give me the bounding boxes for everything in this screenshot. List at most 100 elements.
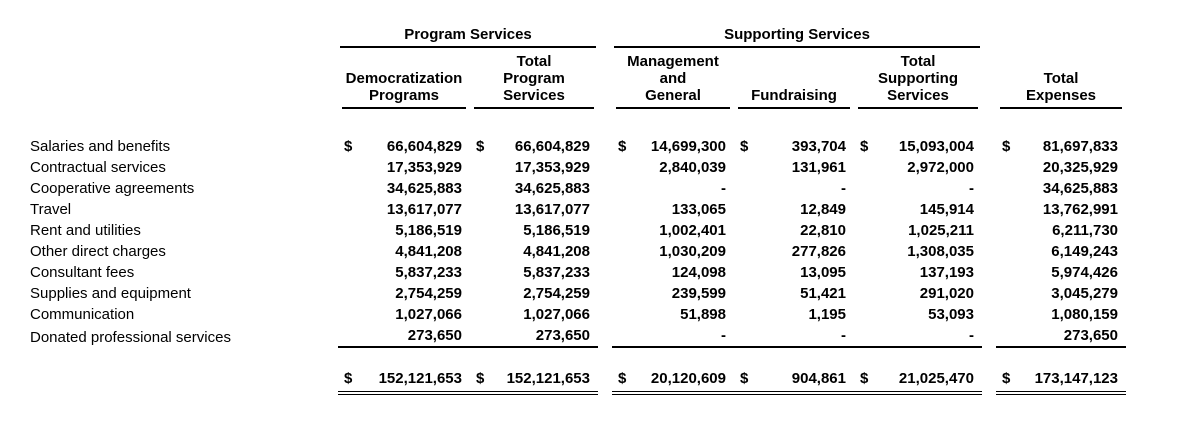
dollar-sign: $ <box>740 138 749 155</box>
cell-value: 66,604,829 <box>514 138 590 155</box>
amount-cell: 34,625,883 <box>338 178 470 199</box>
amount-cell: 239,599 <box>612 283 734 304</box>
row-label <box>30 368 338 395</box>
table-row: Travel 13,617,077 13,617,077 133,065 12,849 1… <box>30 199 1126 220</box>
column-gap <box>982 48 996 109</box>
cell-value: 4,841,208 <box>523 243 590 260</box>
cell-value: 4,841,208 <box>395 243 462 260</box>
table-row: Other direct charges 4,841,208 4,841,208 1,… <box>30 241 1126 262</box>
amount-cell: $152,121,653 <box>470 368 598 395</box>
amount-cell: 124,098 <box>612 262 734 283</box>
amount-cell: 273,650 <box>338 325 470 348</box>
amount-cell: 277,826 <box>734 241 854 262</box>
amount-cell: 22,810 <box>734 220 854 241</box>
table-body: Salaries and benefits $66,604,829 $66,604,… <box>30 109 1126 395</box>
amount-cell: - <box>734 325 854 348</box>
amount-cell: 5,186,519 <box>470 220 598 241</box>
amount-cell: 51,898 <box>612 304 734 325</box>
amount-cell: 1,025,211 <box>854 220 982 241</box>
amount-cell: 133,065 <box>612 199 734 220</box>
cell-value: 291,020 <box>919 285 974 302</box>
dollar-sign: $ <box>344 138 353 155</box>
row-label: Cooperative agreements <box>30 180 195 197</box>
cell-value: 133,065 <box>671 201 726 218</box>
column-gap <box>598 26 612 48</box>
column-header-row: Democratization Programs Total Program S… <box>30 48 1126 109</box>
amount-cell: 2,754,259 <box>470 283 598 304</box>
cell-value: 5,186,519 <box>395 222 462 239</box>
col-header-management-and-general: Management and General <box>612 48 734 109</box>
spacer-row <box>30 348 1126 368</box>
cell-value: 17,353,929 <box>386 159 462 176</box>
column-gap <box>598 199 612 220</box>
cell-value: 34,625,883 <box>1042 180 1118 197</box>
cell-value: 2,840,039 <box>659 159 726 176</box>
cell-value: 1,080,159 <box>1051 306 1118 323</box>
column-header-label: Total Program Services <box>474 48 594 109</box>
cell-value: 81,697,833 <box>1042 138 1118 155</box>
group-header-label: Program Services <box>340 26 596 48</box>
amount-cell: 2,840,039 <box>612 157 734 178</box>
amount-cell: $66,604,829 <box>470 136 598 157</box>
cell-value: 145,914 <box>919 201 974 218</box>
amount-cell: 137,193 <box>854 262 982 283</box>
cell-value: - <box>841 180 846 197</box>
amount-cell: 131,961 <box>734 157 854 178</box>
column-gap <box>982 220 996 241</box>
column-header-label: Total Supporting Services <box>858 48 978 109</box>
amount-cell: 17,353,929 <box>470 157 598 178</box>
cell-value: 15,093,004 <box>898 138 974 155</box>
cell-value: - <box>721 180 726 197</box>
amount-cell: 53,093 <box>854 304 982 325</box>
amount-cell: $393,704 <box>734 136 854 157</box>
amount-cell: $904,861 <box>734 368 854 395</box>
amount-cell: $20,120,609 <box>612 368 734 395</box>
totals-row: $152,121,653 $152,121,653 $20,120,609 $904,… <box>30 368 1126 395</box>
cell-value: 2,754,259 <box>523 285 590 302</box>
cell-value: 14,699,300 <box>650 138 726 155</box>
cell-value: 34,625,883 <box>386 180 462 197</box>
cell-value: 13,095 <box>800 264 846 281</box>
table-row: Consultant fees 5,837,233 5,837,233 124,098… <box>30 262 1126 283</box>
amount-cell: $173,147,123 <box>996 368 1126 395</box>
cell-value: 53,093 <box>928 306 974 323</box>
dollar-sign: $ <box>618 370 627 387</box>
dollar-sign: $ <box>860 370 869 387</box>
col-header-total-expenses: Total Expenses <box>996 48 1126 109</box>
cell-value: 1,308,035 <box>907 243 974 260</box>
cell-value: 5,837,233 <box>395 264 462 281</box>
column-gap <box>982 241 996 262</box>
column-gap <box>598 368 612 395</box>
dollar-sign: $ <box>476 138 485 155</box>
amount-cell: 1,027,066 <box>470 304 598 325</box>
table-row: Donated professional services 273,650 273,… <box>30 325 1126 348</box>
column-gap <box>982 26 996 48</box>
cell-value: 173,147,123 <box>1034 370 1118 387</box>
amount-cell: 1,002,401 <box>612 220 734 241</box>
amount-cell: $21,025,470 <box>854 368 982 395</box>
amount-cell: 13,617,077 <box>470 199 598 220</box>
column-gap <box>982 178 996 199</box>
dollar-sign: $ <box>740 370 749 387</box>
cell-value: 1,195 <box>808 306 846 323</box>
cell-value: 277,826 <box>791 243 846 260</box>
col-header-fundraising: Fundraising <box>734 48 854 109</box>
cell-value: 13,617,077 <box>386 201 462 218</box>
row-label: Contractual services <box>30 159 166 176</box>
column-gap <box>982 157 996 178</box>
cell-value: 66,604,829 <box>386 138 462 155</box>
dollar-sign: $ <box>1002 138 1011 155</box>
dollar-sign: $ <box>476 370 485 387</box>
amount-cell: 34,625,883 <box>996 178 1126 199</box>
amount-cell: $66,604,829 <box>338 136 470 157</box>
amount-cell: $81,697,833 <box>996 136 1126 157</box>
amount-cell: 1,195 <box>734 304 854 325</box>
column-gap <box>982 199 996 220</box>
cell-value: 5,186,519 <box>523 222 590 239</box>
amount-cell: $15,093,004 <box>854 136 982 157</box>
column-gap <box>982 283 996 304</box>
column-gap <box>598 283 612 304</box>
group-header-label: Supporting Services <box>614 26 980 48</box>
amount-cell: 13,762,991 <box>996 199 1126 220</box>
amount-cell: 17,353,929 <box>338 157 470 178</box>
